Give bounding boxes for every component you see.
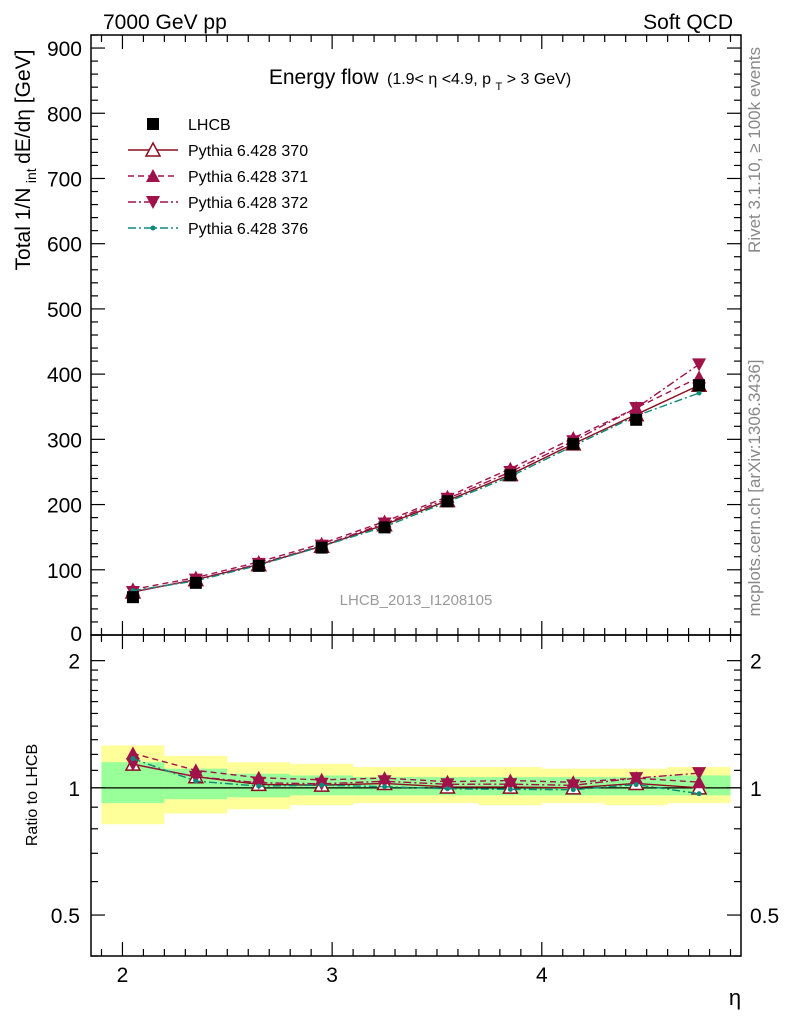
mc-point (629, 402, 644, 416)
series-line-ratio (132, 763, 700, 789)
ratio-point (130, 756, 136, 762)
ratio-tick-label: 2 (68, 651, 80, 674)
analysis-watermark: LHCB_2013_I1208105 (340, 592, 493, 609)
x-tick-label: 2 (117, 964, 129, 987)
y-tick-label: 100 (47, 560, 82, 583)
rivet-label: Rivet 3.1.10, ≥ 100k events (745, 47, 764, 253)
legend-label: Pythia 6.428 376 (188, 221, 308, 238)
y-tick-label: 300 (47, 429, 82, 452)
data-point (441, 495, 454, 508)
ratio-axis-label: Ratio to LHCB (24, 744, 41, 846)
mc-point (692, 358, 707, 372)
legend-label: Pythia 6.428 372 (188, 195, 308, 212)
y-tick-label: 400 (47, 364, 82, 387)
ratio-point (440, 778, 455, 792)
y-tick-label: 900 (47, 38, 82, 61)
y-tick-label: 500 (47, 299, 82, 322)
x-tick-label: 4 (536, 964, 548, 987)
ratio-point (256, 783, 262, 789)
data-point (504, 469, 517, 482)
chart-title: Energy flow (269, 66, 380, 89)
main-series (124, 358, 708, 604)
series-line-ratio (132, 757, 700, 795)
ratio-point (125, 746, 140, 760)
data-point (567, 437, 580, 450)
ratio-point (188, 770, 203, 784)
legend-marker (146, 196, 160, 209)
header-right: Soft QCD (643, 11, 733, 34)
chart-title-cut-sub: T (496, 81, 503, 93)
legend-marker (147, 118, 159, 130)
ratio-tick-label: 0.5 (51, 905, 80, 928)
data-point (126, 591, 139, 604)
data-point (189, 576, 202, 589)
ratio-point (696, 791, 702, 797)
ratio-point (692, 775, 707, 789)
axis-ticks (91, 34, 741, 957)
series-line-ratio (132, 752, 700, 783)
ratio-tick-label-right: 2 (750, 651, 762, 674)
ratio-point (503, 778, 518, 792)
ratio-point (566, 779, 581, 793)
ratio-tick-label-right: 1 (750, 778, 762, 801)
y-tick-label: 200 (47, 495, 82, 518)
legend-marker (144, 141, 162, 157)
x-axis-label: η (729, 985, 741, 1010)
legend-marker (150, 225, 156, 231)
y-tick-label-zero: 0 (70, 623, 82, 646)
header-left: 7000 GeV pp (103, 11, 227, 34)
series-line-main (132, 392, 700, 592)
x-tick-label: 3 (326, 964, 338, 987)
y-axis-label-end: dE/dη [GeV] (12, 50, 35, 164)
series-line-main (132, 376, 700, 591)
ratio-tick-label-right: 0.5 (750, 905, 779, 928)
ratio-point (692, 767, 707, 781)
data-point (630, 413, 643, 426)
ratio-point (570, 787, 576, 793)
series-line-main (132, 384, 700, 593)
data-point (315, 541, 328, 554)
ratio-point (629, 772, 644, 786)
legend: LHCB Pythia 6.428 370 Pythia 6.428 371 Pyth… (128, 117, 308, 238)
y-tick-label: 800 (47, 103, 82, 126)
series-line-main (132, 363, 700, 593)
legend-label: Pythia 6.428 371 (188, 169, 308, 186)
ratio-tick-label: 1 (68, 778, 80, 801)
y-axis-label-main: Total 1/N (12, 188, 35, 271)
data-point (378, 521, 391, 534)
mc-point (696, 390, 702, 396)
legend-label: LHCB (188, 117, 231, 134)
series-line-ratio (132, 763, 700, 787)
legend-label: Pythia 6.428 370 (188, 143, 308, 160)
ratio-point (382, 784, 388, 790)
ratio-point (193, 778, 199, 784)
chart-title-group: Energy flow (1.9< η <4.9, p T > 3 GeV) (269, 66, 571, 94)
ratio-point (125, 758, 140, 772)
mcplots-label: mcplots.cern.ch [arXiv:1306.3436] (745, 359, 764, 616)
ratio-point (507, 786, 513, 792)
data-point (693, 379, 706, 392)
ratio-point (251, 776, 266, 790)
ratio-series (124, 746, 708, 797)
chart-title-cut-end: > 3 GeV) (507, 71, 571, 88)
axis-tick-labels: 2 3 4 100 200 300 400 500 600 700 800 900 0 0.5 0.5 1 1 2… (47, 38, 779, 987)
y-tick-label: 600 (47, 234, 82, 257)
chart-title-cut: (1.9< η <4.9, p (387, 71, 491, 88)
ratio-point (377, 775, 392, 789)
data-point (252, 559, 265, 572)
ratio-point (319, 782, 325, 788)
ratio-point (444, 786, 450, 792)
ratio-point (633, 782, 639, 788)
legend-marker (146, 169, 160, 182)
y-axis-label-sub: int (23, 168, 39, 183)
y-tick-label: 700 (47, 168, 82, 191)
y-axis-label: Total 1/N int dE/dη [GeV] (12, 50, 40, 271)
